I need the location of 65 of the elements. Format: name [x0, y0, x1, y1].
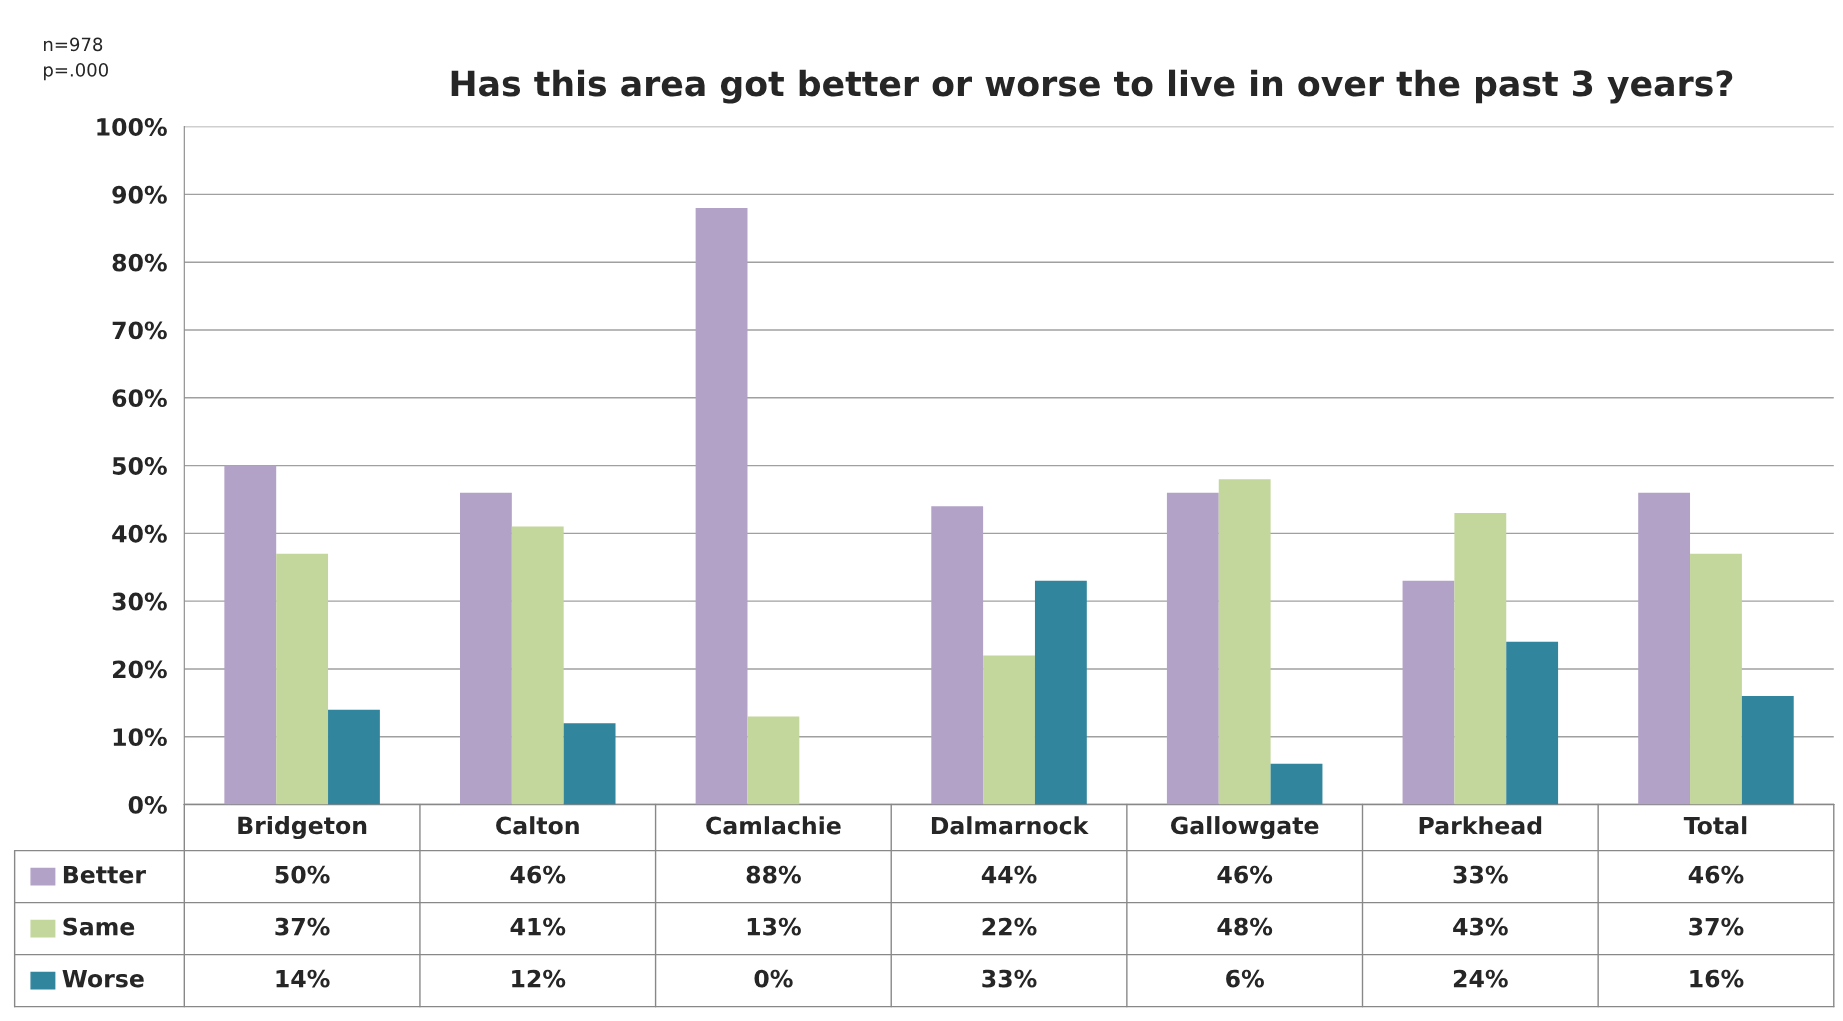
bar [511, 526, 564, 805]
text: 33% [1453, 865, 1508, 884]
y-tick-label: 60% [112, 389, 167, 408]
y-tick-label: 80% [112, 253, 167, 272]
bar [1690, 553, 1742, 805]
text: 22% [982, 917, 1037, 936]
text: 37% [275, 917, 330, 936]
text: n=978 [44, 37, 103, 52]
y-tick-label: 10% [113, 728, 167, 747]
text: 46% [510, 865, 566, 884]
text: 16% [1690, 969, 1744, 988]
x-tick-label: Bridgeton [238, 816, 367, 840]
text: 12% [512, 969, 566, 988]
x-tick-label: Gallowgate [1171, 816, 1319, 840]
x-tick-label: Dalmarnock [931, 816, 1089, 835]
text: 33% [982, 969, 1037, 988]
text: 43% [1453, 917, 1508, 936]
bar [747, 716, 800, 805]
y-tick-label: 20% [112, 660, 167, 679]
text: 50% [275, 865, 330, 884]
bar [460, 492, 512, 805]
text: p=.000 [44, 63, 108, 81]
text: 41% [510, 917, 566, 936]
bar [1034, 580, 1087, 805]
text: 48% [1217, 917, 1273, 936]
bar [276, 553, 329, 805]
x-tick-label: Camlachie [706, 816, 841, 835]
y-tick-label: 90% [112, 185, 167, 204]
x-tick-label: Calton [496, 816, 579, 835]
text: 14% [276, 969, 330, 988]
text: 6% [1226, 969, 1264, 988]
bar [563, 723, 616, 805]
bar [1638, 492, 1691, 805]
bar [1741, 696, 1794, 805]
x-tick-label: Parkhead [1419, 816, 1542, 835]
bar [224, 465, 277, 805]
text: 46% [1217, 865, 1273, 884]
bar [1166, 492, 1219, 805]
legend-label: Worse [62, 969, 144, 988]
y-tick-label: 40% [112, 524, 167, 543]
bar [1506, 641, 1559, 805]
bar [328, 709, 380, 805]
text: 37% [1689, 917, 1744, 936]
bar [983, 655, 1035, 805]
bar [1454, 513, 1507, 805]
bar [1402, 580, 1455, 805]
legend-label: Same [63, 917, 135, 936]
text: 44% [981, 865, 1037, 884]
y-tick-label: 30% [112, 592, 167, 611]
y-tick-label: 70% [112, 321, 167, 340]
y-tick-label: 100% [97, 118, 167, 136]
chart-title: Has this area got better or worse to live in over the past 3 years? [451, 69, 1733, 104]
text: 0% [754, 969, 793, 988]
text: 88% [746, 865, 801, 884]
text: 24% [1453, 969, 1508, 988]
bar [695, 207, 748, 805]
y-tick-label: 50% [112, 457, 167, 475]
x-tick-label: Total [1683, 816, 1747, 835]
bar [1270, 763, 1323, 805]
text: 46% [1688, 865, 1744, 884]
bar [931, 506, 984, 805]
text: 13% [747, 917, 801, 936]
bar [1218, 479, 1271, 805]
legend-label: Better [63, 865, 146, 884]
y-tick-label: 0% [128, 795, 167, 814]
